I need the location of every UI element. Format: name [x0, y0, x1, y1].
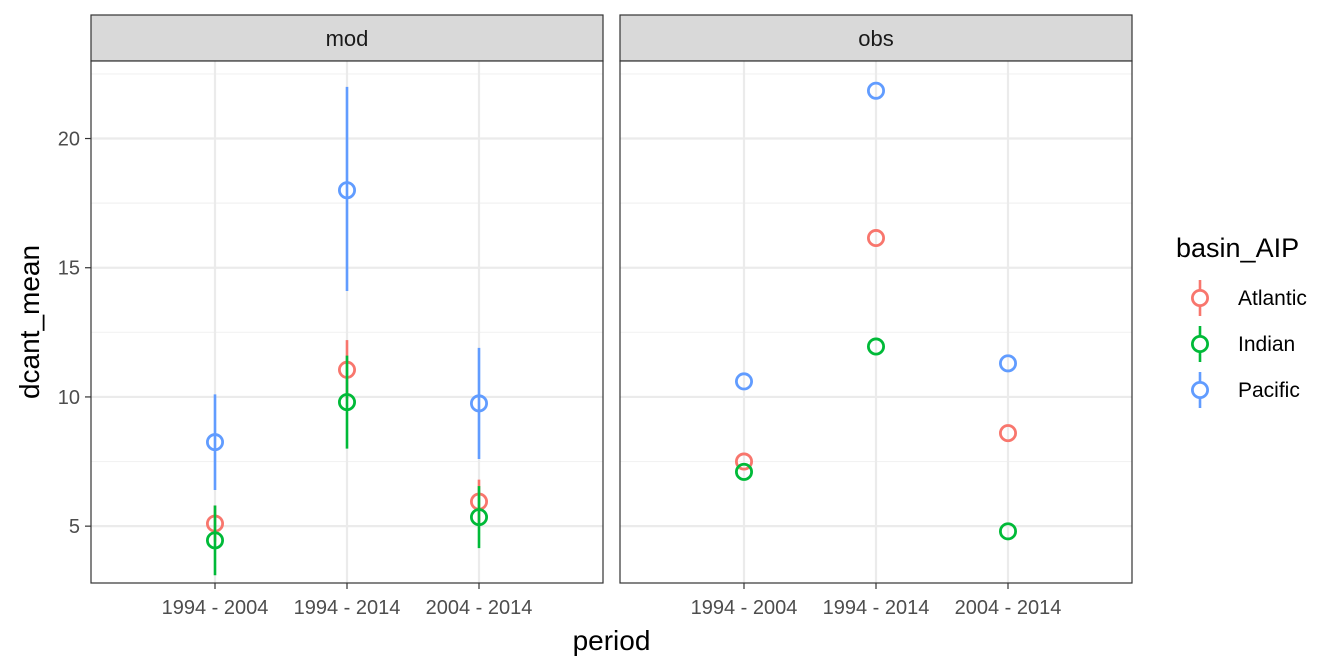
- legend-label: Indian: [1238, 333, 1295, 356]
- legend-key-point: [1191, 334, 1210, 353]
- series-indian-obs: [735, 337, 1018, 541]
- y-tick-label: 5: [69, 516, 80, 538]
- facet-strip-label: mod: [326, 26, 369, 51]
- legend-item-indian: Indian: [1191, 326, 1295, 362]
- legend-item-pacific: Pacific: [1191, 372, 1300, 408]
- series-atlantic-obs: [735, 229, 1018, 471]
- data-point: [999, 522, 1018, 541]
- y-tick-label: 20: [58, 129, 80, 151]
- series-indian-mod: [205, 355, 488, 576]
- axes: 5 10 15 20 1994 - 2004 1994 - 2014 2004 - 201…: [14, 129, 1061, 656]
- legend-label: Atlantic: [1238, 287, 1307, 310]
- legend-label: Pacific: [1238, 379, 1300, 402]
- data-point: [337, 181, 356, 200]
- legend-key-point: [1191, 288, 1210, 307]
- data-point: [999, 354, 1018, 373]
- data-point: [999, 424, 1018, 443]
- legend-key-point: [1191, 380, 1210, 399]
- x-axis-title: period: [573, 625, 651, 656]
- x-tick-label: 2004 - 2014: [426, 597, 533, 619]
- data-point: [205, 531, 224, 550]
- data-point: [735, 462, 754, 481]
- x-tick-label: 1994 - 2014: [823, 597, 930, 619]
- panel-mod: mod: [90, 14, 604, 584]
- legend-keys: Atlantic Indian Pacific: [1191, 280, 1307, 408]
- x-tick-label: 1994 - 2014: [294, 597, 401, 619]
- data-point: [735, 452, 754, 471]
- data-point: [469, 394, 488, 413]
- y-axis-title: dcant_mean: [14, 245, 45, 399]
- data-point: [337, 393, 356, 412]
- legend-item-atlantic: Atlantic: [1191, 280, 1307, 316]
- facet-panels: mod obs: [90, 14, 1133, 584]
- panel-obs: obs: [619, 14, 1133, 584]
- data-point: [205, 433, 224, 452]
- data-point: [735, 372, 754, 391]
- x-tick-label: 1994 - 2004: [162, 597, 269, 619]
- legend: basin_AIP Atlantic Indian Pacific: [1176, 233, 1307, 408]
- data-point: [867, 229, 886, 248]
- y-tick-label: 15: [58, 258, 80, 280]
- y-axis-ticks: 5 10 15 20: [58, 129, 91, 538]
- y-tick-label: 10: [58, 387, 80, 409]
- legend-title: basin_AIP: [1176, 233, 1299, 263]
- data-point: [867, 81, 886, 100]
- x-tick-label: 2004 - 2014: [955, 597, 1062, 619]
- facet-strip-label: obs: [858, 26, 893, 51]
- facet-strip: [90, 14, 604, 62]
- series-pacific-mod: [205, 86, 488, 490]
- series-pacific-obs: [735, 81, 1018, 391]
- data-point: [469, 508, 488, 527]
- x-axis-ticks: 1994 - 2004 1994 - 2014 2004 - 2014 1994 - …: [162, 583, 1062, 619]
- x-tick-label: 1994 - 2004: [691, 597, 798, 619]
- data-point: [867, 337, 886, 356]
